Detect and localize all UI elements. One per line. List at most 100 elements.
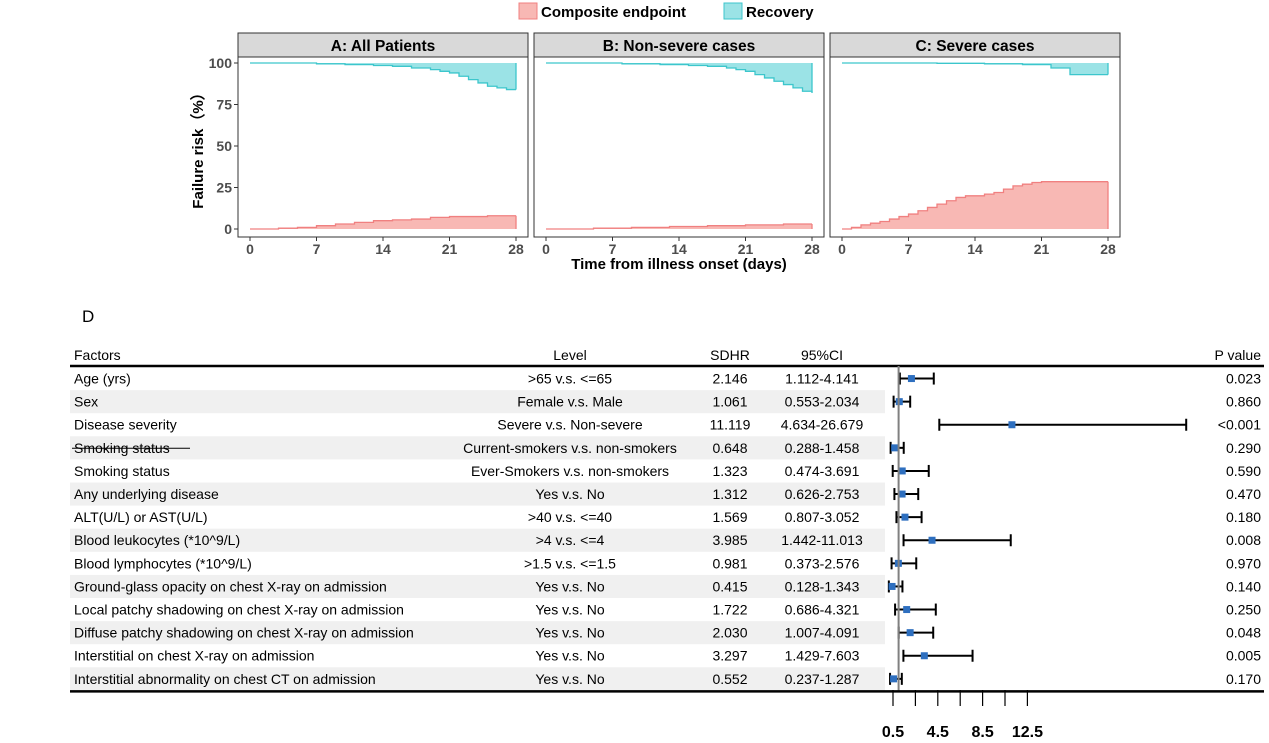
cell-sdhr: 3.297 bbox=[712, 648, 747, 664]
cell-level: Yes v.s. No bbox=[535, 648, 604, 664]
row-shade bbox=[70, 482, 885, 506]
table-row: Smoking status Ever-Smokers v.s. non-smok… bbox=[74, 463, 1261, 479]
cell-factor: Ground-glass opacity on chest X-ray on a… bbox=[74, 578, 387, 594]
cell-level: Yes v.s. No bbox=[535, 602, 604, 618]
table-header-p-value: P value bbox=[1215, 347, 1262, 363]
table-header-factors: Factors bbox=[74, 347, 121, 363]
series-line-composite bbox=[250, 215, 516, 230]
x-tick-label: 14 bbox=[967, 241, 983, 257]
row-shade bbox=[70, 528, 885, 552]
cell-p-value: 0.170 bbox=[1226, 671, 1261, 687]
panel-title: B: Non-severe cases bbox=[603, 38, 756, 55]
cell-level: Ever-Smokers v.s. non-smokers bbox=[471, 463, 669, 479]
x-tick-label: 21 bbox=[442, 241, 458, 257]
x-tick-label: 14 bbox=[671, 241, 687, 257]
cell-factor: Blood leukocytes (*10^9/L) bbox=[74, 532, 240, 548]
cell-ci: 0.626-2.753 bbox=[785, 486, 860, 502]
cell-ci: 0.128-1.343 bbox=[785, 578, 860, 594]
cell-level: >4 v.s. <=4 bbox=[536, 532, 605, 548]
cell-factor: Sex bbox=[74, 394, 98, 410]
cell-factor: Diffuse patchy shadowing on chest X-ray … bbox=[74, 625, 414, 641]
table-row: Blood leukocytes (*10^9/L) >4 v.s. <=4 3.9… bbox=[70, 528, 1261, 552]
cell-p-value: 0.140 bbox=[1226, 578, 1261, 594]
x-tick-label: 28 bbox=[804, 241, 820, 257]
table-row: Disease severity Severe v.s. Non-severe 11… bbox=[74, 417, 1261, 433]
y-tick-label: 100 bbox=[209, 55, 233, 71]
cell-p-value: 0.590 bbox=[1226, 463, 1261, 479]
point-estimate bbox=[888, 582, 896, 590]
point-estimate bbox=[890, 675, 898, 683]
plot-area bbox=[237, 56, 529, 238]
y-axis-title: Failure risk（%） bbox=[189, 85, 207, 208]
cell-ci: 0.288-1.458 bbox=[785, 440, 860, 456]
cell-p-value: 0.048 bbox=[1226, 625, 1261, 641]
table-row: Diffuse patchy shadowing on chest X-ray … bbox=[70, 621, 1261, 645]
cell-level: >40 v.s. <=40 bbox=[528, 509, 612, 525]
y-tick-label: 25 bbox=[216, 180, 232, 196]
table-row: Age (yrs) >65 v.s. <=65 2.146 1.112-4.141 0.… bbox=[74, 371, 1261, 387]
cell-ci: 1.007-4.091 bbox=[785, 625, 860, 641]
cell-sdhr: 1.722 bbox=[712, 602, 747, 618]
cell-sdhr: 2.146 bbox=[712, 371, 747, 387]
cell-sdhr: 3.985 bbox=[712, 532, 747, 548]
cell-factor: Any underlying disease bbox=[74, 486, 219, 502]
x-tick-label: 28 bbox=[508, 241, 524, 257]
point-estimate bbox=[906, 629, 914, 637]
point-estimate bbox=[898, 467, 906, 475]
cell-sdhr: 11.119 bbox=[710, 417, 751, 433]
cell-sdhr: 2.030 bbox=[712, 625, 747, 641]
cell-level: Yes v.s. No bbox=[535, 578, 604, 594]
cell-ci: 1.429-7.603 bbox=[785, 648, 860, 664]
cell-factor: Blood lymphocytes (*10^9/L) bbox=[74, 555, 252, 571]
point-estimate bbox=[891, 444, 899, 452]
series-line-recovery bbox=[250, 62, 516, 91]
cell-factor: Smoking status bbox=[74, 463, 170, 479]
point-estimate bbox=[907, 375, 915, 383]
panel-b: B: Non-severe cases 0 7 14 21 28 bbox=[533, 32, 825, 257]
panel-strip bbox=[237, 32, 529, 58]
forest-tick-label: 8.5 bbox=[971, 724, 993, 741]
forest-tick-label: 4.5 bbox=[927, 724, 949, 741]
table-row: Sex Female v.s. Male 1.061 0.553-2.034 0.860 bbox=[70, 390, 1261, 414]
series-area-recovery bbox=[250, 63, 516, 90]
cell-p-value: 0.023 bbox=[1226, 371, 1261, 387]
table-row: Interstitial abnormality on chest CT on … bbox=[70, 667, 1261, 691]
table-header-sdhr: SDHR bbox=[710, 347, 750, 363]
cell-sdhr: 1.312 bbox=[712, 486, 747, 502]
cell-p-value: 0.250 bbox=[1226, 602, 1261, 618]
point-estimate bbox=[901, 513, 909, 521]
legend-swatch-0 bbox=[518, 2, 538, 20]
point-estimate bbox=[928, 536, 936, 544]
cell-level: Female v.s. Male bbox=[517, 394, 623, 410]
point-estimate bbox=[1008, 421, 1016, 429]
row-shade bbox=[70, 436, 885, 460]
cell-ci: 0.686-4.321 bbox=[785, 602, 860, 618]
cell-factor: ALT(U/L) or AST(U/L) bbox=[74, 509, 208, 525]
x-tick-label: 7 bbox=[905, 241, 913, 257]
cell-sdhr: 0.648 bbox=[712, 440, 747, 456]
x-tick-label: 14 bbox=[375, 241, 391, 257]
panel-c: C: Severe cases 0 7 14 21 28 bbox=[829, 32, 1121, 257]
cell-factor: Disease severity bbox=[74, 417, 177, 433]
row-shade bbox=[70, 574, 885, 598]
series-line-recovery bbox=[842, 62, 1108, 76]
cell-ci: 0.237-1.287 bbox=[785, 671, 860, 687]
x-tick-label: 0 bbox=[246, 241, 254, 257]
x-tick-label: 7 bbox=[313, 241, 321, 257]
cell-level: Yes v.s. No bbox=[535, 625, 604, 641]
series-line-composite bbox=[842, 181, 1108, 230]
legend-label-1: Recovery bbox=[746, 4, 814, 21]
series-line-composite bbox=[546, 223, 812, 230]
x-tick-label: 0 bbox=[838, 241, 846, 257]
cell-ci: 0.474-3.691 bbox=[785, 463, 860, 479]
x-tick-label: 21 bbox=[738, 241, 754, 257]
table-row: Any underlying disease Yes v.s. No 1.312 0.… bbox=[70, 482, 1261, 506]
legend-swatch-1 bbox=[723, 2, 743, 20]
cell-p-value: 0.470 bbox=[1226, 486, 1261, 502]
cell-ci: 0.807-3.052 bbox=[785, 509, 860, 525]
cell-sdhr: 0.415 bbox=[712, 578, 747, 594]
panel-a: A: All Patients 0 7 14 21 28 0 25 50 75 100 bbox=[209, 32, 529, 257]
cell-level: Yes v.s. No bbox=[535, 486, 604, 502]
cell-factor: Interstitial abnormality on chest CT on … bbox=[74, 671, 376, 687]
